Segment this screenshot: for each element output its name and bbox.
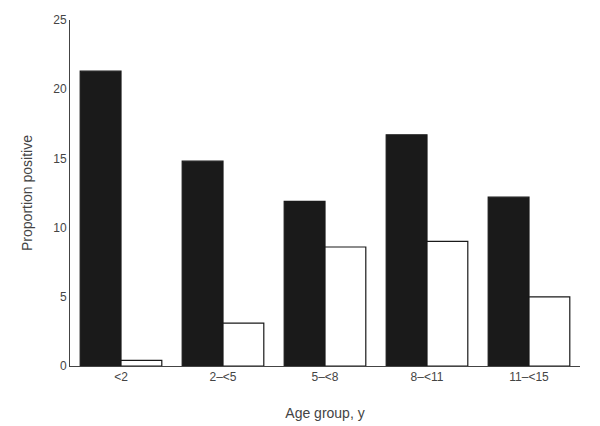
svg-text:Proportion positive: Proportion positive (19, 135, 35, 251)
svg-text:11–<15: 11–<15 (509, 370, 549, 384)
svg-text:0: 0 (60, 359, 67, 373)
svg-text:5–<8: 5–<8 (311, 370, 338, 384)
svg-text:2–<5: 2–<5 (209, 370, 236, 384)
svg-text:25: 25 (53, 13, 67, 27)
svg-text:20: 20 (53, 82, 67, 96)
svg-text:Age group, y: Age group, y (285, 405, 364, 421)
svg-text:5: 5 (60, 290, 67, 304)
svg-text:15: 15 (53, 152, 67, 166)
svg-text:8–<11: 8–<11 (411, 370, 444, 384)
svg-text:10: 10 (53, 221, 67, 235)
svg-text:<2: <2 (114, 370, 128, 384)
